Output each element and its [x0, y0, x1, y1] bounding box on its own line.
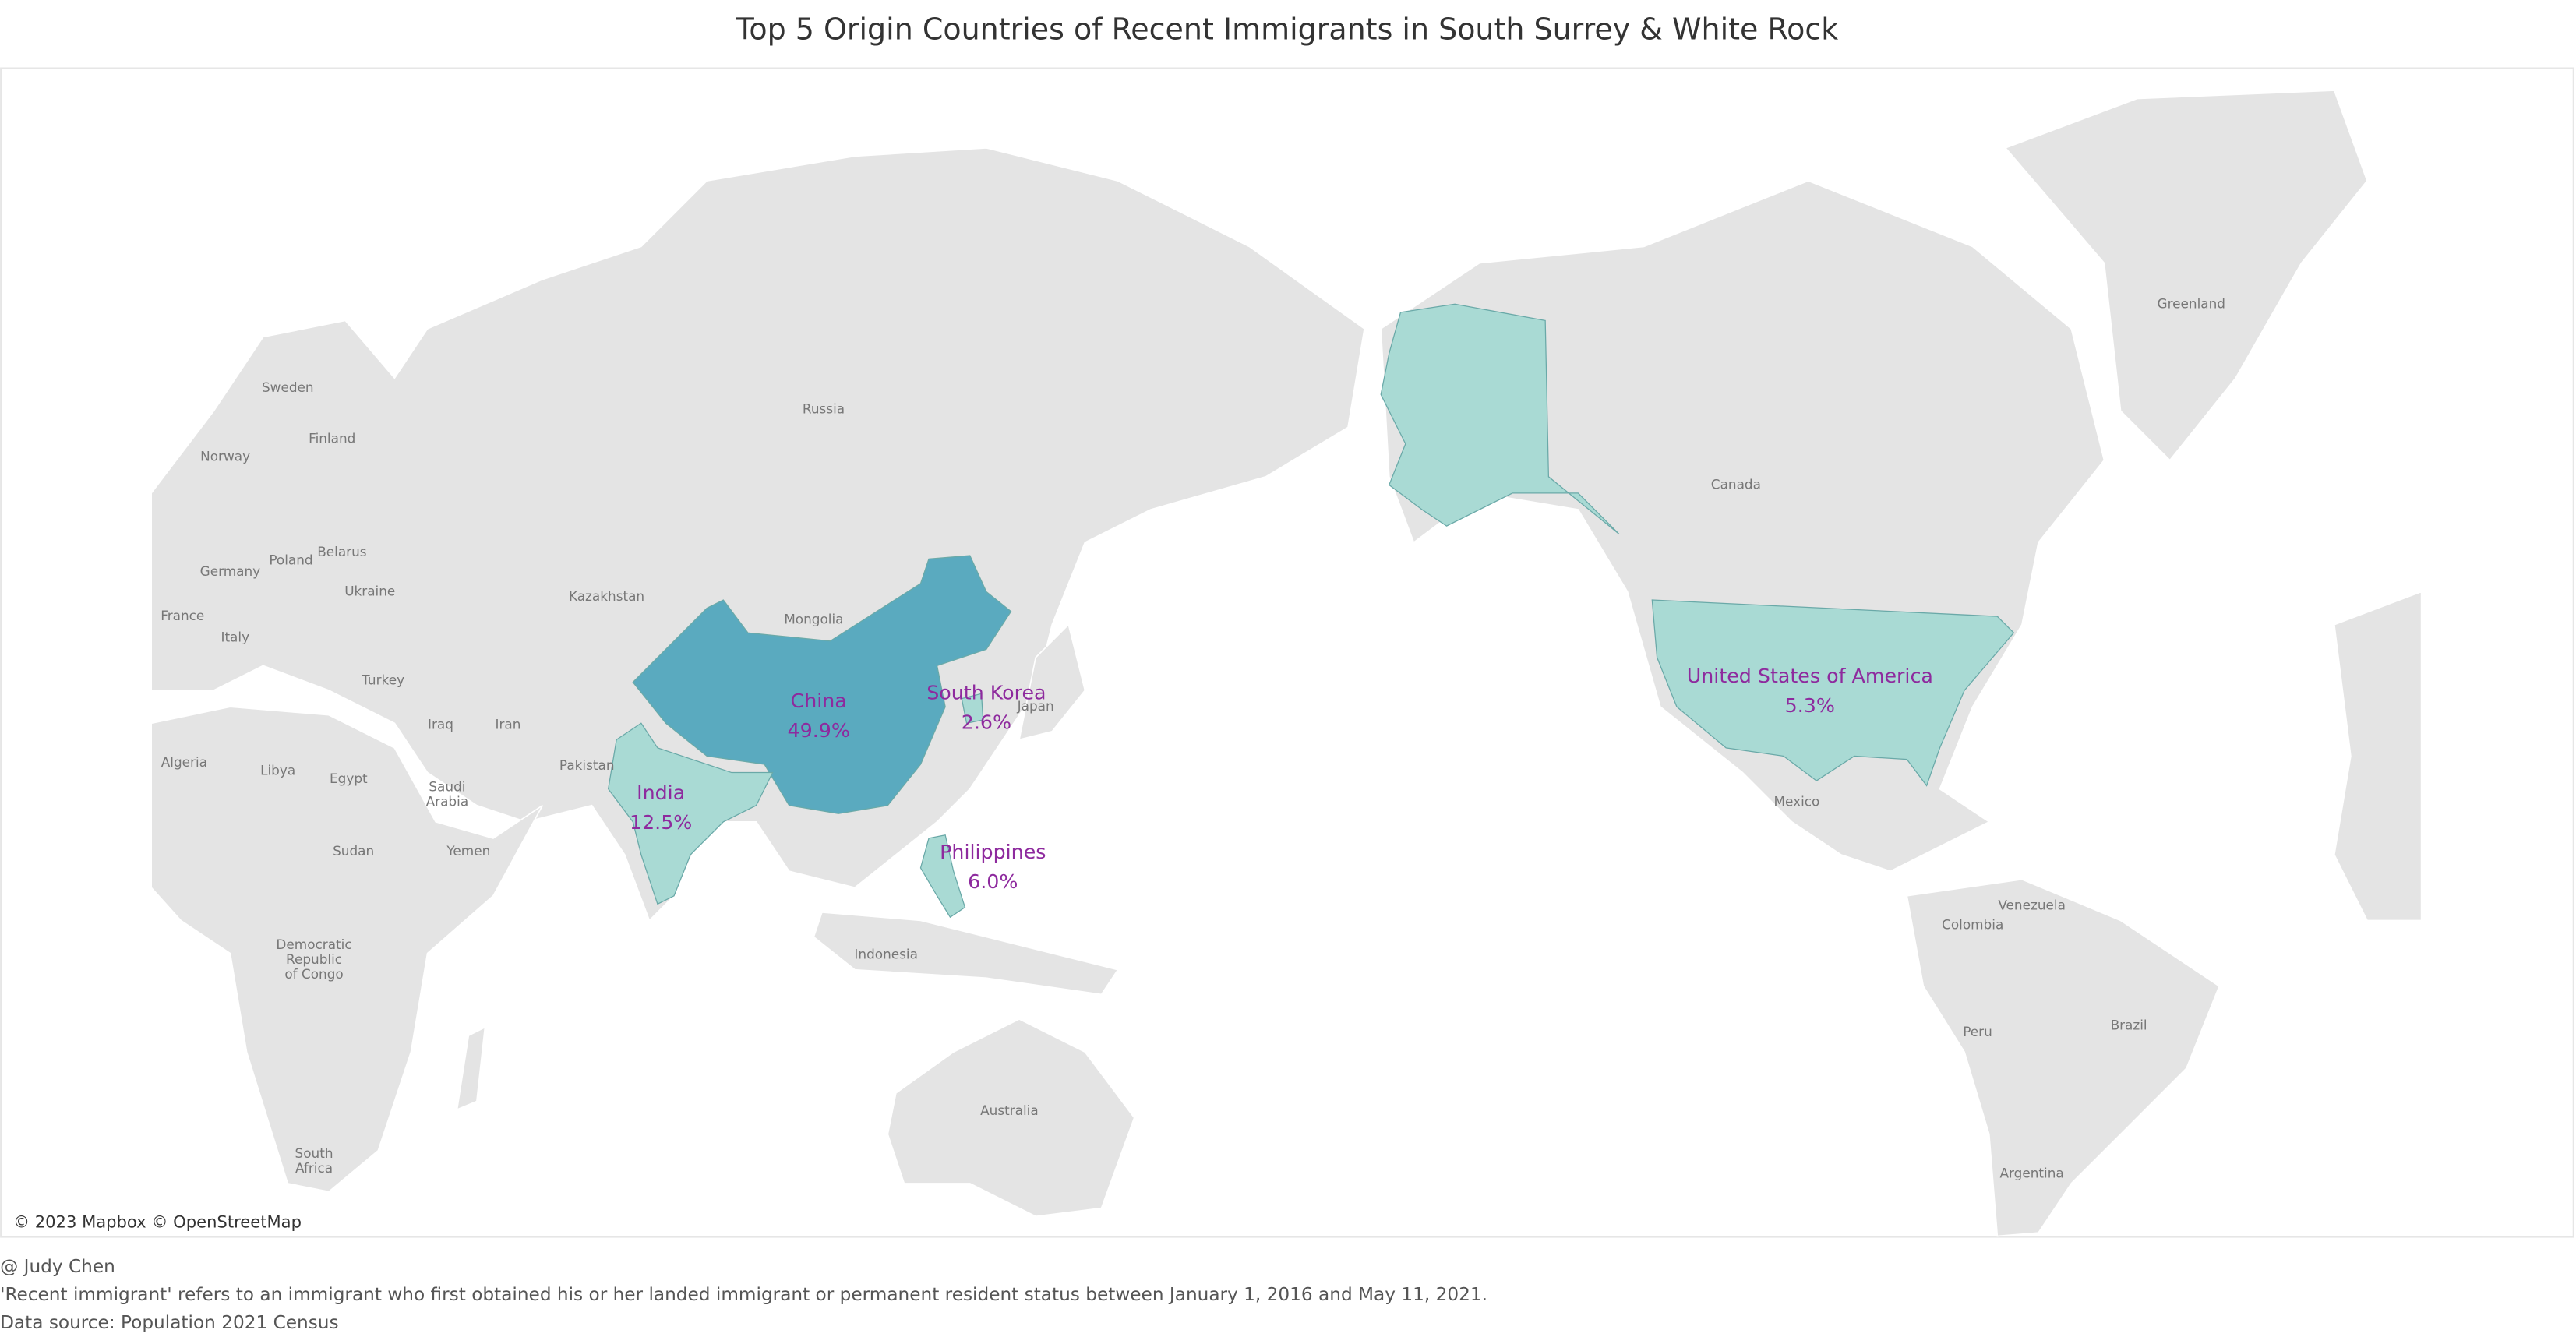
- data-label: 12.5%: [630, 811, 692, 834]
- map-label: Colombia: [1942, 917, 2003, 933]
- map-label: Japan: [1017, 698, 1054, 714]
- footer-source: Data source: Population 2021 Census: [0, 1312, 339, 1333]
- land: [887, 1018, 1135, 1218]
- country-name: Philippines: [940, 841, 1046, 863]
- map-label: Argentina: [1999, 1165, 2063, 1180]
- country-name: India: [637, 781, 685, 804]
- data-label: 6.0%: [968, 870, 1018, 893]
- map-label: Democratic: [276, 937, 351, 952]
- map-label: Mongolia: [784, 611, 843, 626]
- map-label: Sweden: [262, 379, 314, 395]
- country-name: China: [791, 690, 847, 712]
- map-label: Kazakhstan: [569, 588, 644, 604]
- map-label: Indonesia: [854, 947, 918, 962]
- data-label: 2.6%: [962, 711, 1011, 733]
- map-label: Ukraine: [344, 583, 395, 598]
- map-label: Peru: [1963, 1024, 1992, 1039]
- map-label: Finland: [309, 430, 355, 446]
- map-label: Canada: [1711, 476, 1761, 492]
- footer-note: 'Recent immigrant' refers to an immigran…: [0, 1284, 1487, 1305]
- map-label: Norway: [200, 448, 250, 464]
- map-label: Africa: [295, 1160, 333, 1176]
- map-label: Sudan: [333, 843, 374, 859]
- footer-author: @ Judy Chen: [0, 1256, 115, 1277]
- map-label-layer: Russia Canada Greenland Sweden Finland Norway…: [161, 295, 2225, 1180]
- land: [150, 706, 544, 1193]
- map-label: Algeria: [161, 754, 207, 770]
- map-label: South: [295, 1145, 333, 1161]
- map-label: Russia: [803, 400, 845, 416]
- map-label: Iran: [496, 716, 521, 732]
- map-label: Australia: [980, 1102, 1039, 1118]
- map-label: Pakistan: [559, 757, 615, 773]
- country-shape: [1651, 599, 2015, 787]
- land: [1018, 623, 1086, 741]
- map-label: Saudi: [429, 779, 465, 795]
- country-shape: [961, 693, 984, 724]
- country-shape: [1380, 303, 1620, 535]
- map-label: of Congo: [284, 966, 343, 982]
- country-name: South Korea: [926, 681, 1046, 704]
- country-shape: [607, 722, 774, 905]
- map-label: Venezuela: [1998, 897, 2066, 912]
- map-label: Yemen: [446, 843, 490, 859]
- country-name: United States of America: [1687, 665, 1933, 687]
- map-attribution: © 2023 Mapbox © OpenStreetMap: [13, 1212, 302, 1232]
- land: [2333, 591, 2422, 922]
- data-label: 5.3%: [1785, 694, 1835, 717]
- map-label: Iraq: [428, 716, 453, 732]
- map-label: Arabia: [426, 794, 469, 810]
- map-label: Greenland: [2158, 295, 2225, 311]
- map-label: Belarus: [317, 544, 366, 559]
- country-shape: [632, 555, 1012, 814]
- map-label: Germany: [200, 563, 261, 579]
- map-label: Egypt: [330, 771, 368, 786]
- map-label: Mexico: [1774, 794, 1820, 810]
- map-label: Poland: [269, 552, 312, 567]
- country-label-layer: China 49.9% India 12.5% Philippines 6.0% Unite…: [630, 665, 1933, 893]
- map-label: France: [161, 608, 204, 623]
- map-label: Libya: [260, 762, 295, 778]
- land: [1906, 878, 2221, 1237]
- country-shape: [919, 834, 966, 919]
- map-label: Turkey: [361, 672, 404, 687]
- land: [2004, 90, 2368, 461]
- land-layer: [150, 90, 2422, 1237]
- map-label: Italy: [221, 630, 249, 645]
- data-label: 49.9%: [788, 719, 850, 742]
- highlight-layer: [607, 303, 2015, 919]
- map-label: Brazil: [2111, 1017, 2147, 1032]
- map-label: Republic: [286, 951, 342, 967]
- land: [456, 1026, 486, 1111]
- land: [813, 911, 1120, 996]
- chart-title: Top 5 Origin Countries of Recent Immigra…: [736, 12, 1839, 47]
- land: [150, 147, 1366, 922]
